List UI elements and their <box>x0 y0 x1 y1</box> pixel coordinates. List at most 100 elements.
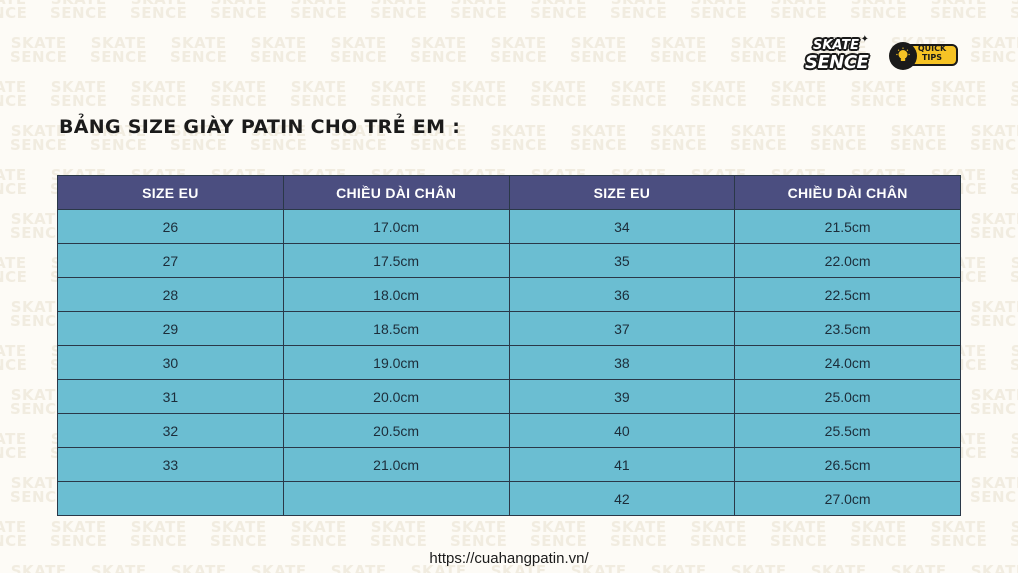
table-header-row: SIZE EU CHIỀU DÀI CHÂN SIZE EU CHIỀU DÀI… <box>57 175 961 210</box>
cell-foot-length-right: 27.0cm <box>734 481 961 516</box>
watermark-line-2: SENCE <box>970 224 1018 242</box>
watermark-line-1: SKATE <box>170 122 227 140</box>
watermark-line-1: SKATE <box>810 34 867 52</box>
quick-tips-label: QUICK TIPS <box>909 44 955 62</box>
watermark-line-1: SKATE <box>170 562 227 573</box>
watermark-line-1: SKATE <box>0 518 27 536</box>
cell-foot-length-left: 18.5cm <box>282 311 510 346</box>
watermark-line-1: SKATE <box>130 0 187 7</box>
watermark-line-2: SENCE <box>610 4 668 22</box>
watermark-line-1: SKATE <box>770 78 827 96</box>
watermark-line-1: SKATE <box>210 518 267 536</box>
website-url: https://cuahangpatin.vn/ <box>429 550 589 567</box>
watermark-line-1: SKATE <box>490 122 547 140</box>
watermark-line-1: SKATE <box>290 78 347 96</box>
watermark-line-2: SENCE <box>690 532 748 550</box>
watermark-line-2: SENCE <box>730 136 788 154</box>
cell-size-eu-right: 37 <box>508 311 736 346</box>
watermark-line-2: SENCE <box>10 488 68 506</box>
watermark-line-2: SENCE <box>450 532 508 550</box>
watermark-line-2: SENCE <box>10 312 68 330</box>
quick-tips-line-1: QUICK <box>917 44 947 53</box>
watermark-line-1: SKATE <box>250 34 307 52</box>
watermark-line-2: SENCE <box>10 400 68 418</box>
watermark-line-1: SKATE <box>130 518 187 536</box>
watermark-line-1: SKATE <box>530 78 587 96</box>
watermark-line-2: SENCE <box>650 48 708 66</box>
watermark-line-1: SKATE <box>0 0 27 7</box>
watermark-line-1: SKATE <box>410 34 467 52</box>
watermark-line-1: SKATE <box>530 518 587 536</box>
watermark-line-2: SENCE <box>0 92 28 110</box>
watermark-line-2: SENCE <box>970 488 1018 506</box>
watermark-line-1: SKATE <box>290 518 347 536</box>
quick-tips-badge: QUICK TIPS <box>889 42 960 70</box>
watermark-line-1: SKATE <box>1010 78 1018 96</box>
watermark-line-1: SKATE <box>930 78 987 96</box>
watermark-line-1: SKATE <box>10 562 67 573</box>
watermark-line-2: SENCE <box>90 136 148 154</box>
size-table-body: 26 17.0cm 34 21.5cm 27 17.5cm 35 22.0cm 28 18.0cm… <box>57 209 961 516</box>
watermark-line-2: SENCE <box>210 92 268 110</box>
cell-foot-length-right: 25.0cm <box>734 379 961 414</box>
cell-size-eu-right: 38 <box>508 345 736 380</box>
cell-foot-length-right: 21.5cm <box>734 209 961 244</box>
watermark-line-2: SENCE <box>690 4 748 22</box>
watermark-line-1: SKATE <box>570 122 627 140</box>
cell-foot-length-left: 20.5cm <box>282 413 510 448</box>
table-row: 33 21.0cm 41 26.5cm <box>57 447 961 482</box>
watermark-line-2: SENCE <box>570 48 628 66</box>
watermark-line-2: SENCE <box>290 532 348 550</box>
watermark-line-1: SKATE <box>1010 342 1018 360</box>
watermark-line-2: SENCE <box>330 48 388 66</box>
cell-size-eu-left: 32 <box>57 413 284 448</box>
watermark-line-1: SKATE <box>970 122 1018 140</box>
watermark-line-1: SKATE <box>450 0 507 7</box>
watermark-line-2: SENCE <box>610 92 668 110</box>
cell-foot-length-right: 24.0cm <box>734 345 961 380</box>
watermark-line-1: SKATE <box>1010 0 1018 7</box>
header-size-eu-right: SIZE EU <box>508 175 736 210</box>
watermark-line-2: SENCE <box>450 4 508 22</box>
watermark-line-1: SKATE <box>970 474 1018 492</box>
watermark-line-2: SENCE <box>530 92 588 110</box>
watermark-line-1: SKATE <box>970 210 1018 228</box>
cell-foot-length-left: 17.0cm <box>282 209 510 244</box>
cell-size-eu-left: 33 <box>57 447 284 482</box>
watermark-line-1: SKATE <box>90 562 147 573</box>
watermark-line-1: SKATE <box>930 0 987 7</box>
watermark-line-1: SKATE <box>1010 254 1018 272</box>
